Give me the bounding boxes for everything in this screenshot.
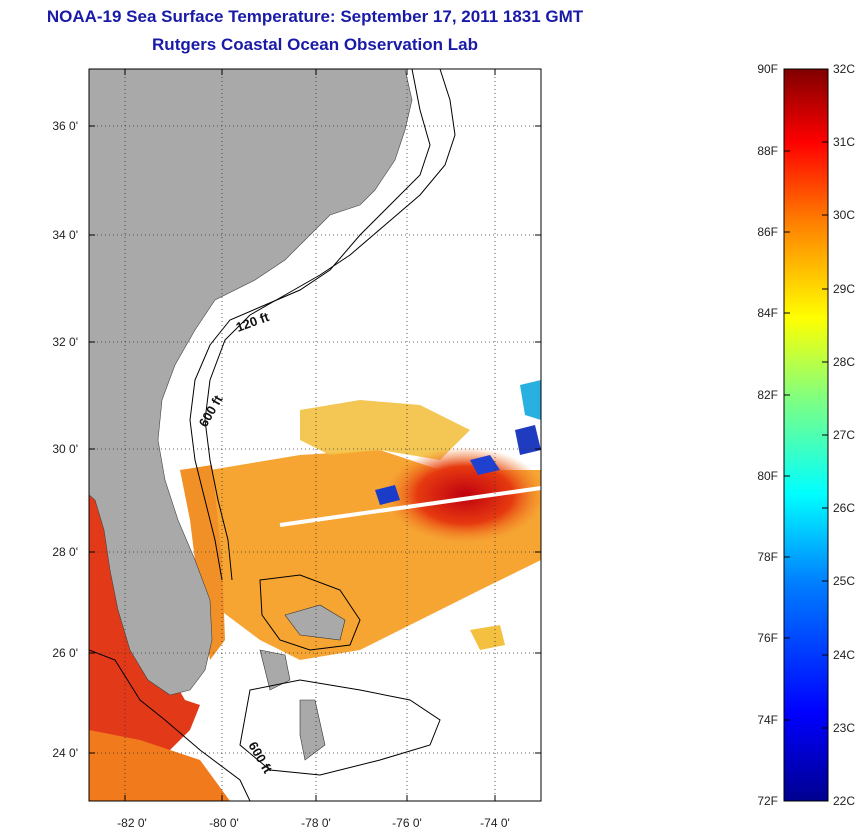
- colorbar-f-label: 78F: [757, 550, 778, 564]
- sst-east-strip: [180, 465, 225, 660]
- lat-tick-label: 30 0': [52, 442, 78, 456]
- colorbar-f-label: 82F: [757, 388, 778, 402]
- lat-tick-label: 36 0': [52, 119, 78, 133]
- sst-data-layer: [89, 69, 541, 801]
- colorbar-c-label: 27C: [833, 428, 855, 442]
- colorbar: [783, 68, 829, 802]
- colorbar-f-label: 76F: [757, 631, 778, 645]
- map-title: NOAA-19 Sea Surface Temperature: Septemb…: [46, 7, 584, 26]
- colorbar-f-label: 72F: [757, 794, 778, 808]
- contour-bahamas-south: [239, 679, 441, 776]
- colorbar-c-label: 32C: [833, 62, 855, 76]
- colorbar-c-label: 28C: [833, 355, 855, 369]
- sst-cool-patch-5: [470, 625, 505, 650]
- colorbar-c-label: 23C: [833, 721, 855, 735]
- colorbar-f-label: 84F: [757, 306, 778, 320]
- colorbar-c-label: 31C: [833, 135, 855, 149]
- bahamas-island-1: [284, 604, 346, 641]
- colorbar-f-label: 88F: [757, 144, 778, 158]
- colorbar-c-label: 25C: [833, 574, 855, 588]
- sst-keys-warm: [89, 730, 230, 801]
- sst-cool-patch-1: [375, 485, 400, 505]
- lon-tick-label: -80 0': [209, 816, 239, 830]
- colorbar-f-label: 90F: [757, 62, 778, 76]
- colorbar-c-label: 29C: [833, 282, 855, 296]
- contour-gulf: [89, 649, 251, 801]
- colorbar-c-label: 26C: [833, 501, 855, 515]
- lat-tick-label: 26 0': [52, 646, 78, 660]
- colorbar-c-label: 30C: [833, 208, 855, 222]
- contour-bahamas: [259, 574, 361, 651]
- sst-cool-patch-2: [470, 455, 500, 475]
- contour-120ft: [189, 69, 431, 581]
- lon-tick-label: -82 0': [117, 816, 147, 830]
- plot-frame: [88, 68, 542, 802]
- sst-cool-patch-4: [515, 425, 541, 455]
- lat-tick-label: 24 0': [52, 746, 78, 760]
- sst-north-band: [300, 400, 470, 460]
- lat-tick-label: 34 0': [52, 228, 78, 242]
- map-subtitle: Rutgers Coastal Ocean Observation Lab: [152, 35, 478, 54]
- lon-tick-label: -76 0': [392, 816, 422, 830]
- tick-marks: [89, 69, 541, 801]
- grid-lines: [89, 69, 541, 801]
- colorbar-f-label: 86F: [757, 225, 778, 239]
- colorbar-c-label: 22C: [833, 794, 855, 808]
- colorbar-f-label: 74F: [757, 713, 778, 727]
- sst-cool-patch-3: [520, 380, 541, 420]
- land-mass: [89, 69, 413, 696]
- colorbar-f-label: 80F: [757, 469, 778, 483]
- lat-tick-label: 28 0': [52, 545, 78, 559]
- colorbar-ticks: [784, 141, 828, 729]
- bahamas-island-2: [299, 699, 326, 761]
- sst-hotspot: [385, 447, 541, 543]
- bahamas-island-3: [259, 649, 291, 691]
- contour-600ft: [204, 69, 456, 581]
- lon-tick-label: -78 0': [301, 816, 331, 830]
- lon-tick-label: -74 0': [480, 816, 510, 830]
- colorbar-c-label: 24C: [833, 648, 855, 662]
- lat-tick-label: 32 0': [52, 335, 78, 349]
- swath-gap-line: [279, 486, 541, 527]
